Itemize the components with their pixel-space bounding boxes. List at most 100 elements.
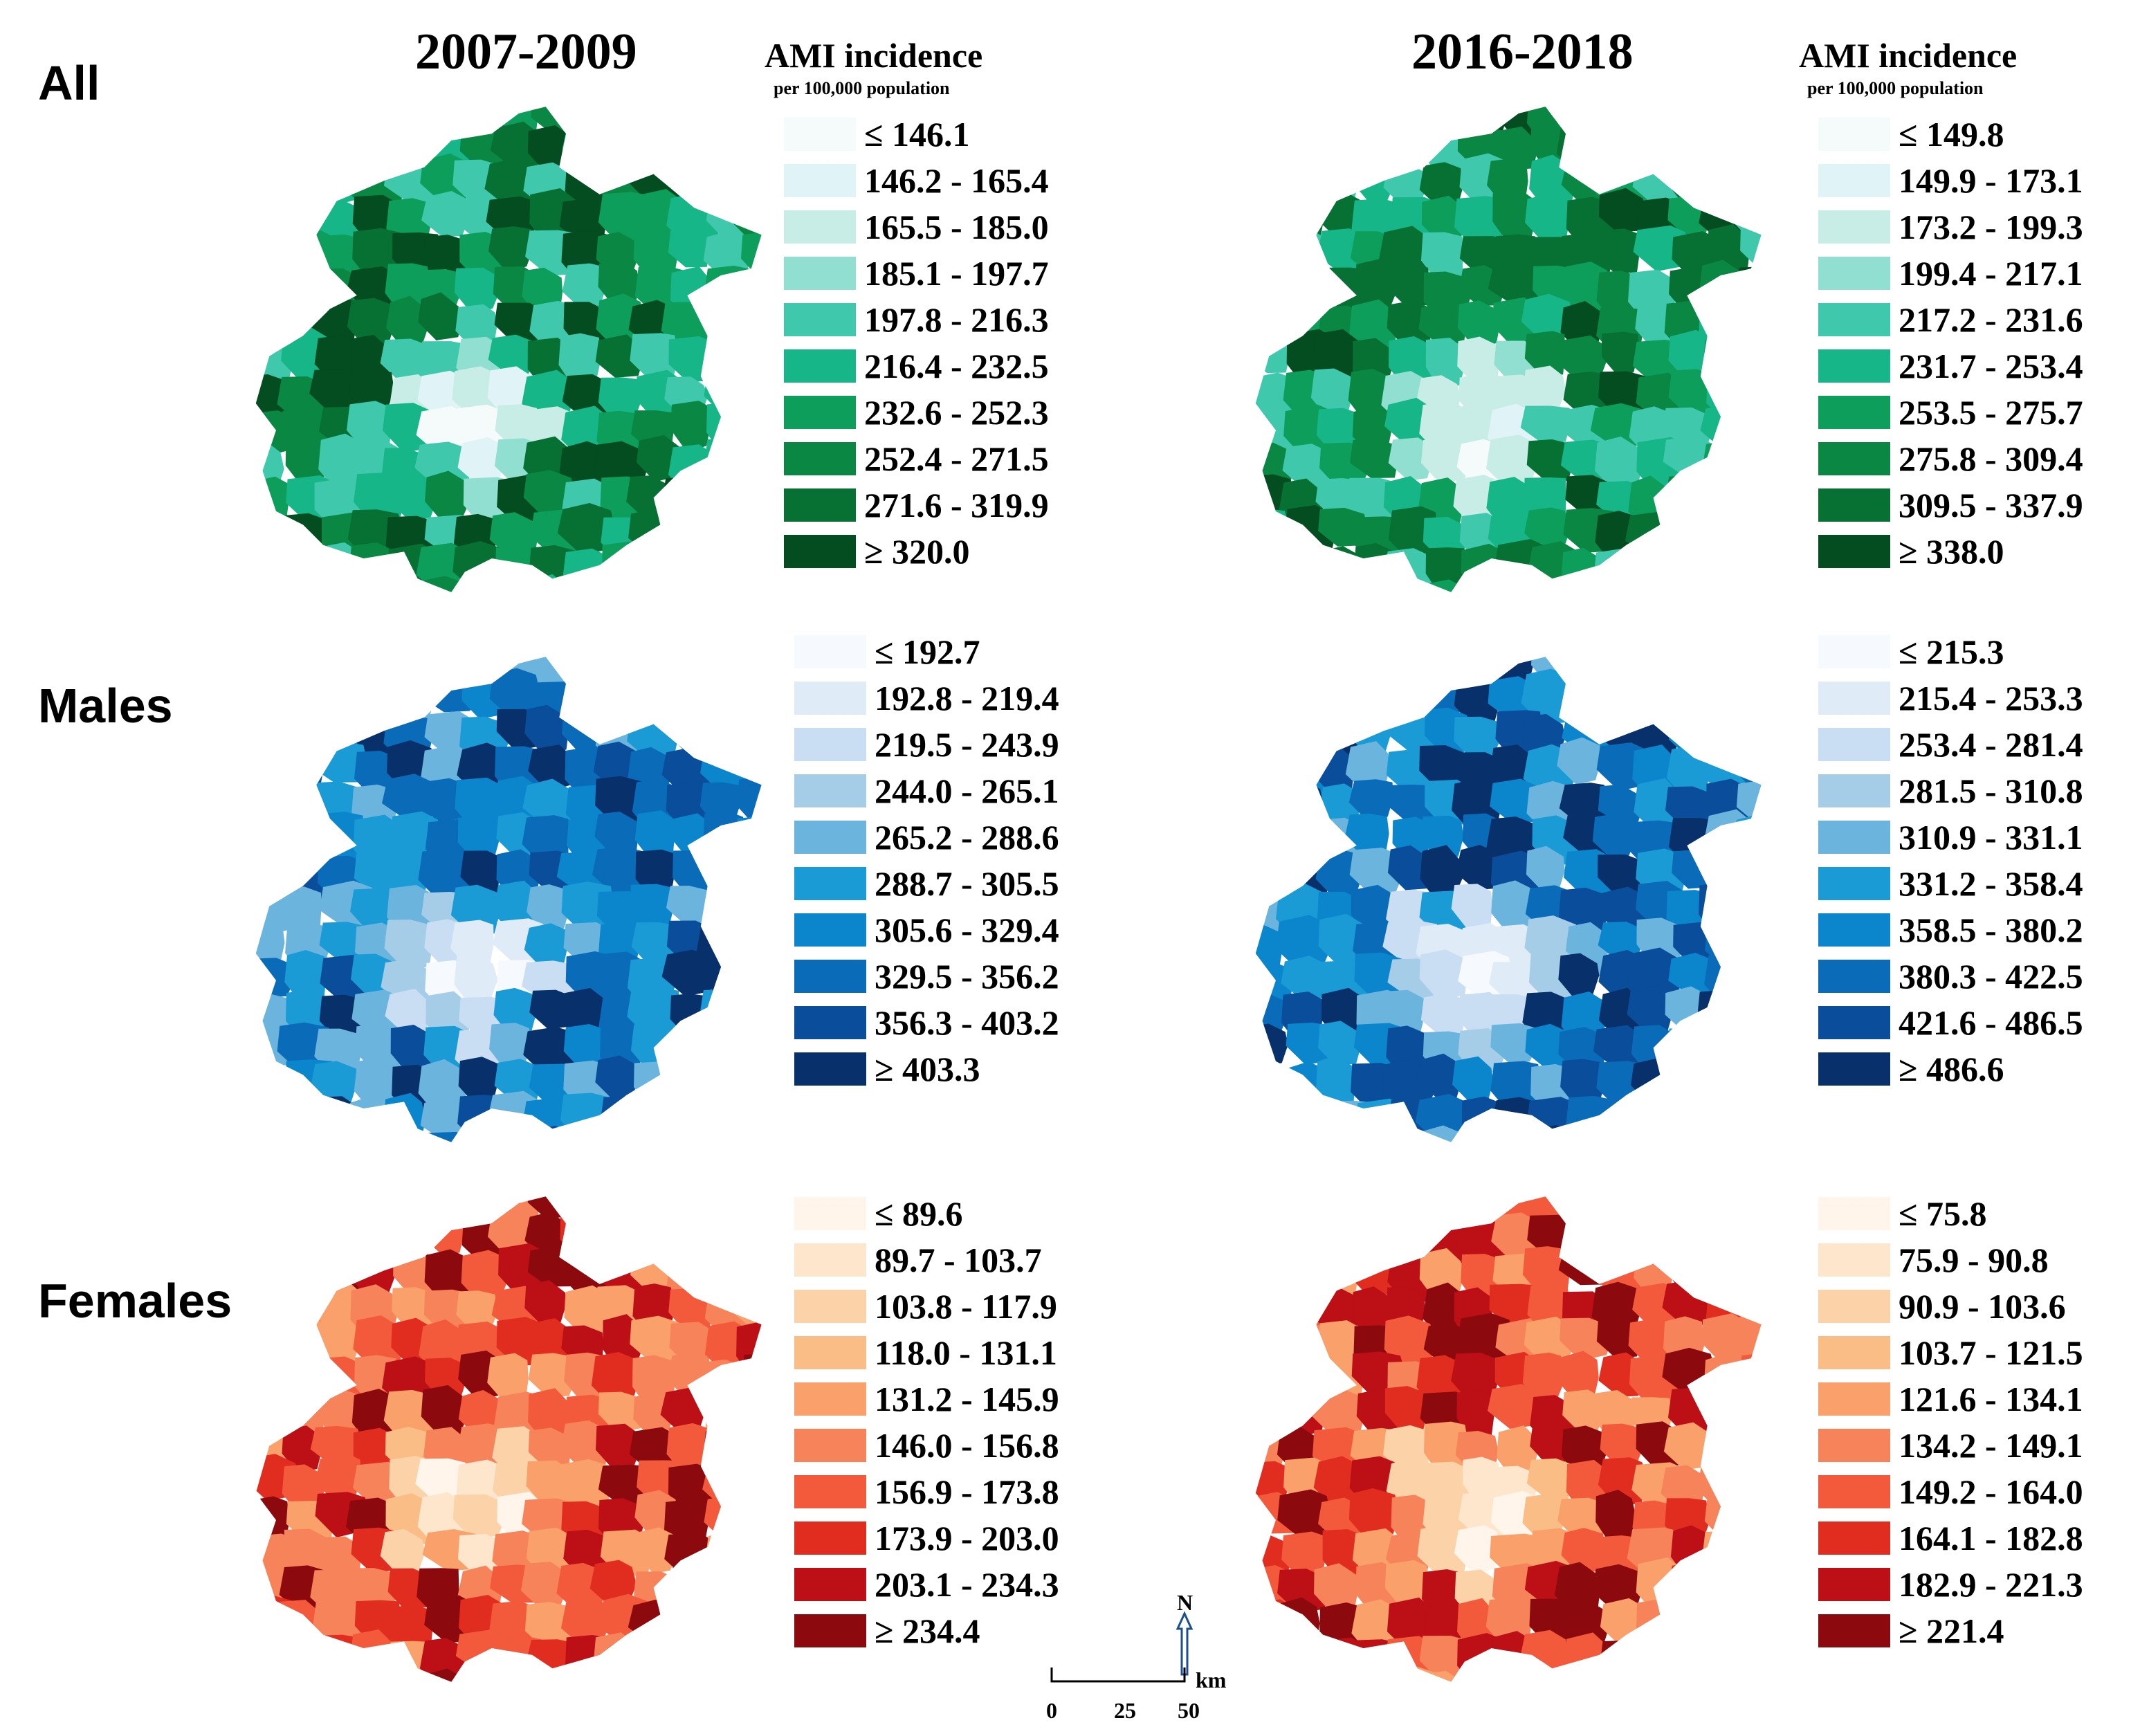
row-label-females: Females [38,1274,232,1328]
map-region [1275,915,1333,971]
map-region [320,669,373,722]
legend-item: ≥ 221.4 [1818,1614,2140,1648]
map-region [1495,126,1537,170]
map-region [1735,886,1762,935]
map-region [1698,1391,1748,1442]
legend-label: 182.9 - 221.3 [1899,1565,2083,1604]
map-region [1524,507,1571,553]
map-region [1635,107,1683,142]
legend-item: 185.1 - 197.7 [784,256,1116,291]
map-region [664,1025,711,1080]
legend-item: 103.8 - 117.9 [794,1289,1126,1324]
map-region [1255,1066,1297,1116]
legend-label: 281.5 - 310.8 [1899,771,2083,810]
map-region [737,338,762,390]
map-region [525,1672,572,1682]
legend-label: 156.9 - 173.8 [875,1472,1059,1511]
legend-label: 118.0 - 131.1 [875,1333,1057,1372]
scale-unit-label: km [1196,1668,1227,1692]
map-region [1351,107,1400,138]
map-region [1255,300,1295,350]
map-region [1635,1217,1686,1271]
map-region [255,1218,291,1262]
map-region [488,1670,537,1682]
map-region [255,1096,289,1142]
map-region [1591,1131,1649,1142]
legend-item: 281.5 - 310.8 [1818,771,2140,810]
map-region [1353,542,1398,592]
map-region [735,816,762,860]
map-region [1597,657,1643,694]
legend-subtitle-right: per 100,000 population [1807,78,1984,98]
map-region [422,1131,478,1142]
map-region [280,258,325,306]
map-region [701,846,761,895]
map-region [1318,1021,1362,1066]
legend-item: 131.2 - 145.9 [794,1382,1126,1416]
map-region [1314,1563,1359,1614]
map-region [629,549,681,592]
legend-item: ≥ 234.4 [794,1614,1126,1648]
map-region [704,1531,753,1585]
legend-swatch [1818,488,1890,522]
legend-label: 90.9 - 103.6 [1899,1287,2066,1326]
map-region [1556,657,1604,688]
map-region [1670,1063,1722,1119]
legend-label: 356.3 - 403.2 [875,1003,1059,1042]
map-region [380,1129,427,1142]
map-region [1420,815,1464,858]
map-region [700,1359,744,1414]
map-region [736,1021,762,1072]
legend-item: 216.4 - 232.5 [784,349,1116,383]
legend-item: ≤ 149.8 [1818,117,2140,152]
map-region [1596,582,1637,592]
map-region [1255,657,1295,693]
map-region [735,373,762,417]
map-region [1418,1196,1463,1229]
legend-item: 217.2 - 231.6 [1818,302,2140,337]
map-region [1316,1670,1363,1682]
map-region [351,124,403,174]
map-region [255,257,287,316]
map-region [313,657,360,699]
map-region [1601,1095,1643,1142]
map-region [704,1634,748,1682]
map-region [526,1125,573,1142]
map-region [1736,505,1762,556]
map-region [1737,1095,1762,1142]
map-region [1558,1027,1606,1071]
map-region [1730,1458,1762,1515]
map-region [1564,1196,1608,1232]
map-region [255,920,285,968]
legend-item: 134.2 - 149.1 [1818,1428,2140,1463]
map-region [1319,107,1371,134]
map-region [1560,107,1605,132]
map-region [1278,194,1324,249]
map-region [739,407,762,457]
map-region [1697,1245,1753,1299]
map-region [457,437,504,485]
map-region [1704,657,1748,692]
map-region [524,923,568,971]
map-region [706,506,748,565]
legend-swatch [794,728,866,761]
map-region [1278,1129,1332,1142]
map-region [731,679,762,722]
map-region [1278,259,1331,318]
map-region [1255,712,1289,757]
map-region [487,1125,542,1142]
map-region [1286,745,1328,799]
map-region [600,1672,650,1682]
scale-tick-label: 50 [1178,1698,1200,1723]
map-region [255,1393,289,1443]
map-region [274,1675,331,1682]
legend-item: ≥ 320.0 [784,534,1116,569]
map-region [666,583,714,592]
map-region [454,956,498,1007]
map-region [1560,335,1607,383]
map-region [629,1132,675,1142]
map-region [461,1250,509,1303]
map-region [706,402,747,455]
map-region [1735,1634,1762,1682]
legend-subtitle-left: per 100,000 population [774,78,950,98]
